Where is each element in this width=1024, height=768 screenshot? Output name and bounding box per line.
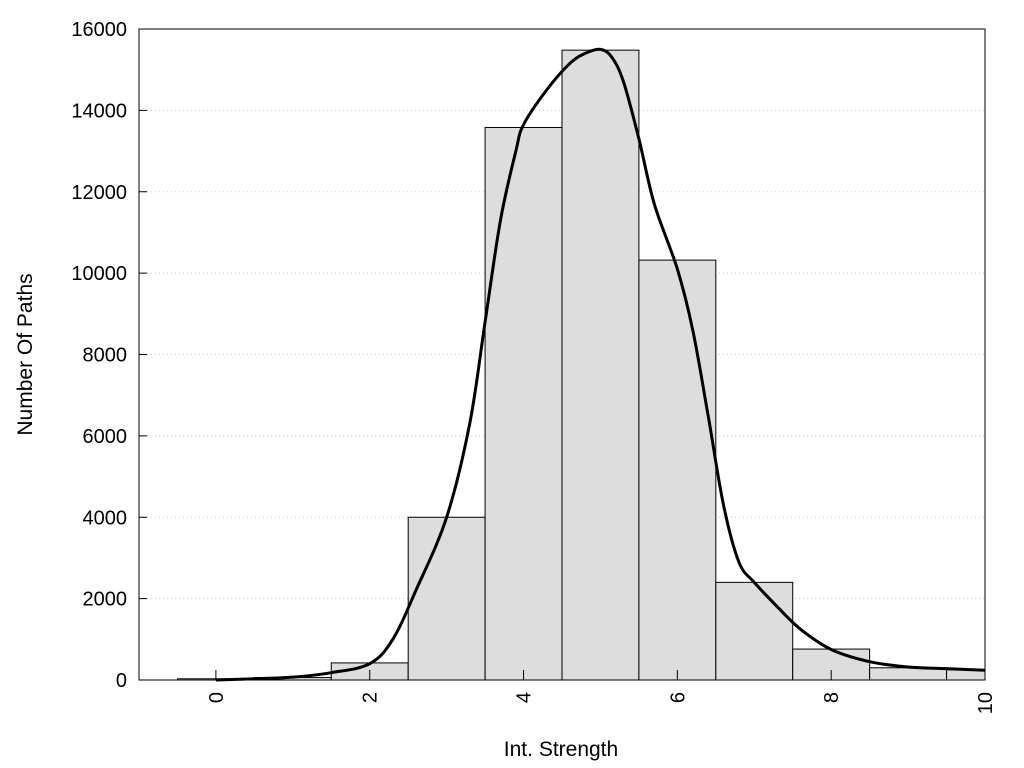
density-curve-line — [215, 47, 986, 682]
y-axis-title: Number Of Paths — [14, 273, 37, 435]
y-tick-label-4000: 4000 — [83, 507, 128, 529]
y-tick-label-6000: 6000 — [83, 426, 128, 448]
density-curve — [215, 47, 986, 682]
bar-5 — [561, 49, 640, 681]
x-tick-label-0: 0 — [206, 692, 228, 703]
grid-lines — [139, 109, 985, 600]
y-tick-label-0: 0 — [116, 670, 127, 692]
x-tick-label-8: 8 — [821, 692, 843, 703]
x-tick-label-4: 4 — [514, 692, 536, 703]
x-tick-label-2: 2 — [360, 692, 382, 703]
x-tick-label-10: 10 — [975, 692, 997, 714]
y-tick-label-8000: 8000 — [83, 345, 128, 367]
bar-6 — [638, 259, 717, 681]
bar-4 — [484, 126, 563, 681]
y-tick-label-16000: 16000 — [71, 19, 127, 41]
bar-7 — [715, 581, 794, 681]
y-tick-label-10000: 10000 — [71, 263, 127, 285]
y-tick-label-14000: 14000 — [71, 100, 127, 122]
y-tick-label-12000: 12000 — [71, 182, 127, 204]
x-tick-label-6: 6 — [667, 692, 689, 703]
bar-3 — [407, 516, 486, 681]
y-axis-ticks: 0 2000 4000 6000 8000 10000 12000 14000 16000 — [71, 19, 147, 692]
x-axis-title: Int. Strength — [504, 738, 618, 761]
x-axis-ticks: 0 2 4 6 8 10 — [206, 670, 997, 714]
y-tick-label-2000: 2000 — [83, 589, 128, 611]
bars — [176, 49, 986, 681]
